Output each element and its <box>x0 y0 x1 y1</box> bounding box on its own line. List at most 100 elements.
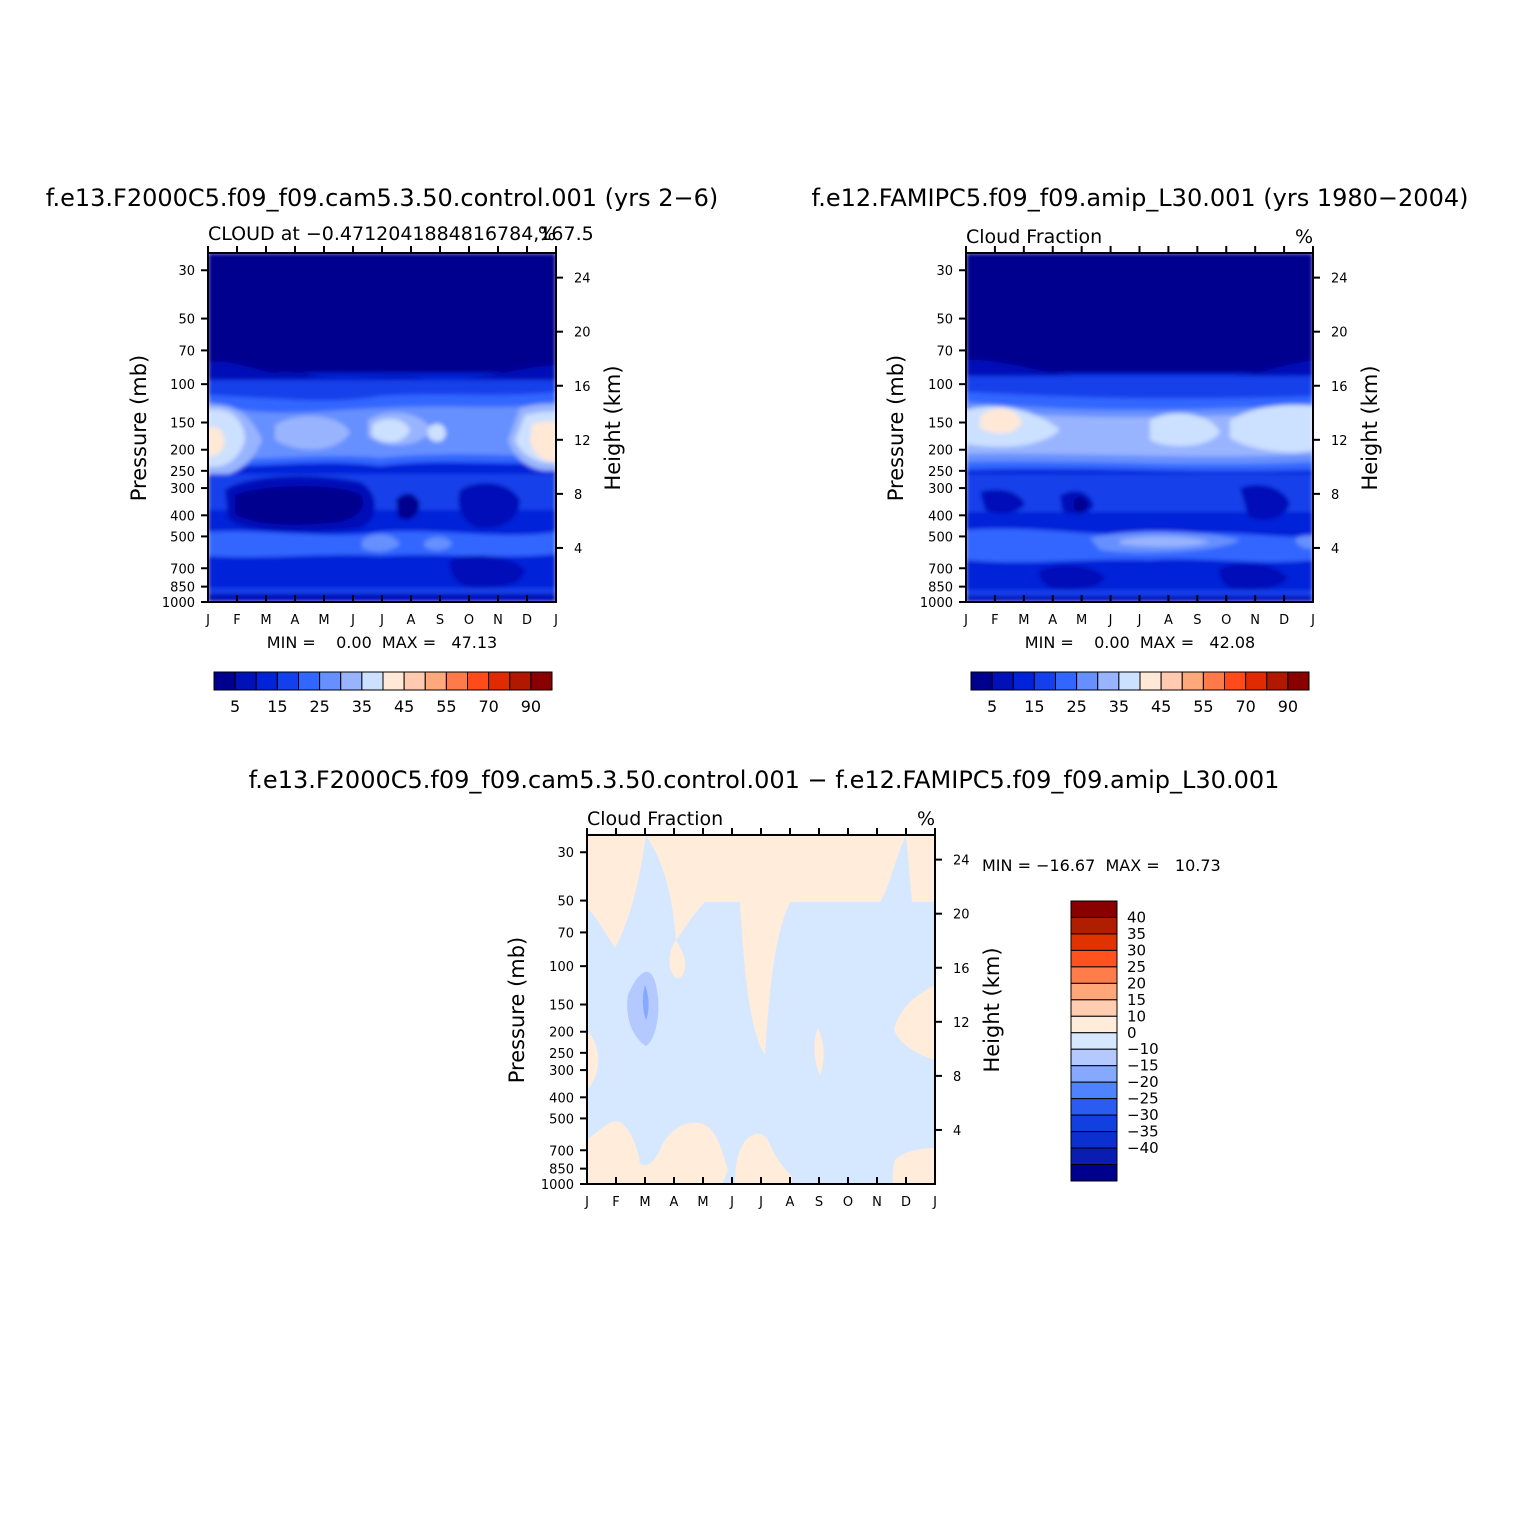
y2-tick-label: 12 <box>953 1016 970 1031</box>
colorbar-box <box>340 671 363 691</box>
y2-tick-label: 4 <box>953 1124 961 1139</box>
y-tick-label: 400 <box>549 1091 574 1106</box>
colorbar-box <box>276 671 299 691</box>
field-band <box>372 418 446 443</box>
x-tick-label: J <box>729 1195 734 1210</box>
y2-tick-label: 20 <box>953 908 970 923</box>
colorbar-label: −10 <box>1127 1040 1159 1058</box>
panel-diff-axes: J F M A M J J A S O N D J 30 50 70 100 150 200 250 300 400 500… <box>541 828 970 1210</box>
field-band <box>449 555 525 589</box>
panel-obs-subtitle: Cloud Fraction <box>966 226 1102 248</box>
y-tick-label: 300 <box>928 482 953 497</box>
colorbar-label: 15 <box>1127 991 1146 1009</box>
colorbar-box <box>1070 982 1118 1001</box>
y2-tick-label: 24 <box>574 272 591 287</box>
y2-tick-label: 20 <box>1331 326 1348 341</box>
colorbar-box <box>1139 671 1162 691</box>
panel-control-ylabel: Pressure (mb) <box>127 355 151 502</box>
panel-obs-ylabel: Pressure (mb) <box>884 355 908 502</box>
y-tick-label: 300 <box>170 482 195 497</box>
y2-tick-label: 16 <box>953 962 970 977</box>
field-band <box>1039 563 1288 590</box>
field-band <box>1120 536 1210 547</box>
x-tick-label: A <box>407 613 416 628</box>
x-tick-label: F <box>612 1195 619 1210</box>
panel-control: f.e13.F2000C5.f09_f09.cam5.3.50.control.… <box>46 184 719 716</box>
colorbar-box <box>1055 671 1078 691</box>
y-tick-label: 700 <box>928 562 953 577</box>
field-band <box>208 403 556 477</box>
colorbar-label: 90 <box>521 697 541 716</box>
x-tick-label: J <box>553 613 558 628</box>
panel-diff-y2label: Height (km) <box>980 947 1004 1072</box>
x-tick-label: D <box>522 613 532 628</box>
colorbar-box <box>1202 671 1225 691</box>
x-tick-label: A <box>291 613 300 628</box>
panel-diff-field <box>587 835 935 1184</box>
colorbar-label: 70 <box>1235 697 1255 716</box>
colorbar-box <box>361 671 384 691</box>
colorbar-box <box>1070 933 1118 951</box>
colorbar-label: 25 <box>1066 697 1086 716</box>
y-tick-label: 30 <box>178 264 195 279</box>
y-tick-label: 300 <box>549 1064 574 1079</box>
panel-diff-title: f.e13.F2000C5.f09_f09.cam5.3.50.control.… <box>249 766 1280 794</box>
x-tick-label: J <box>205 613 210 628</box>
field-band <box>966 253 1313 373</box>
y-tick-label: 100 <box>170 378 195 393</box>
panel-control-field <box>208 253 556 602</box>
y-tick-label: 30 <box>936 264 953 279</box>
colorbar-box <box>1070 1015 1118 1034</box>
x-tick-label: J <box>758 1195 763 1210</box>
colorbar-label: −35 <box>1127 1123 1159 1141</box>
y-tick-label: 400 <box>928 509 953 524</box>
y-tick-label: 150 <box>549 999 574 1014</box>
x-tick-label: M <box>318 613 329 628</box>
colorbar-label: −25 <box>1127 1090 1159 1108</box>
colorbar-box <box>445 671 468 691</box>
colorbar-box <box>1012 671 1035 691</box>
x-tick-label: O <box>464 613 474 628</box>
y-tick-label: 850 <box>170 581 195 596</box>
panel-obs-y2label: Height (km) <box>1358 365 1382 490</box>
colorbar-label: 45 <box>394 697 414 716</box>
x-tick-label: N <box>872 1195 882 1210</box>
colorbar-box <box>991 671 1014 691</box>
panel-obs: f.e12.FAMIPC5.f09_f09.amip_L30.001 (yrs … <box>812 184 1469 716</box>
colorbar-label: 20 <box>1127 974 1146 992</box>
colorbar-label: 15 <box>267 697 287 716</box>
y2-tick-label: 4 <box>574 542 582 557</box>
colorbar-label: −20 <box>1127 1073 1159 1091</box>
field-band <box>980 484 1290 520</box>
panel-control-stats: MIN = 0.00 MAX = 47.13 <box>267 633 497 652</box>
colorbar-label: 55 <box>1193 697 1213 716</box>
y2-tick-label: 8 <box>574 488 582 503</box>
y-tick-label: 500 <box>549 1112 574 1127</box>
y-tick-label: 500 <box>928 530 953 545</box>
panel-control-y2label: Height (km) <box>601 365 625 490</box>
colorbar-label: −15 <box>1127 1057 1159 1075</box>
panel-obs-colorbar: 5 15 25 35 45 55 70 90 <box>970 671 1310 716</box>
colorbar-box <box>1181 671 1204 691</box>
colorbar-box <box>1224 671 1247 691</box>
panel-obs-title: f.e12.FAMIPC5.f09_f09.amip_L30.001 (yrs … <box>812 184 1469 212</box>
field-band <box>587 835 646 948</box>
colorbar-box <box>403 671 426 691</box>
colorbar-box <box>1070 966 1118 984</box>
y-tick-label: 70 <box>557 926 574 941</box>
y2-tick-label: 16 <box>1331 380 1348 395</box>
x-tick-label: S <box>815 1195 823 1210</box>
panel-diff-ylabel: Pressure (mb) <box>505 937 529 1084</box>
colorbar-box <box>1070 949 1118 968</box>
field-band <box>669 940 686 979</box>
colorbar-label: −30 <box>1127 1106 1159 1124</box>
colorbar-box <box>319 671 342 691</box>
field-band <box>980 408 1022 434</box>
field-band <box>587 1030 599 1090</box>
colorbar-box <box>1070 1081 1118 1100</box>
colorbar-label: 40 <box>1127 908 1146 926</box>
y2-tick-label: 16 <box>574 380 591 395</box>
y-tick-label: 100 <box>549 960 574 975</box>
